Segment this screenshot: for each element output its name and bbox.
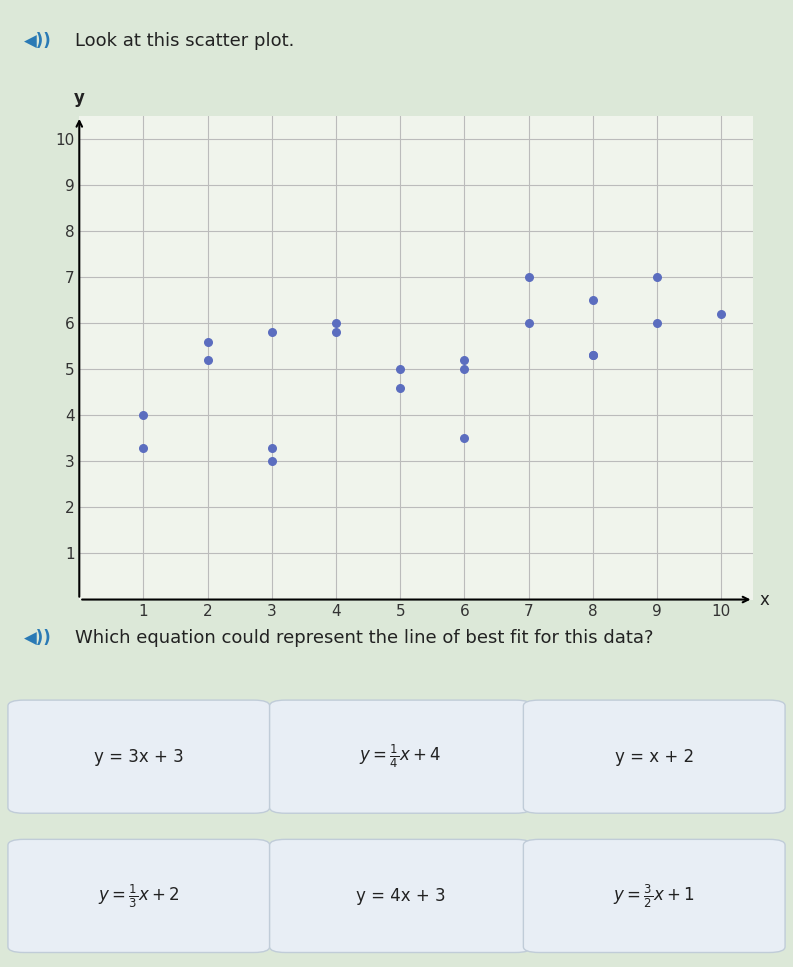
FancyBboxPatch shape xyxy=(523,700,785,813)
Point xyxy=(266,454,278,469)
Point xyxy=(587,348,600,364)
Text: y = 3x + 3: y = 3x + 3 xyxy=(94,747,184,766)
Text: $y = \frac{1}{3}x + 2$: $y = \frac{1}{3}x + 2$ xyxy=(98,882,179,910)
Point xyxy=(587,292,600,308)
Point xyxy=(394,380,407,396)
Text: ◀)): ◀)) xyxy=(24,32,52,49)
Point xyxy=(201,352,214,367)
Point xyxy=(201,334,214,349)
Text: y = 4x + 3: y = 4x + 3 xyxy=(355,887,446,905)
Point xyxy=(523,270,535,285)
Point xyxy=(330,315,343,331)
Point xyxy=(458,352,471,367)
Text: $y = \frac{1}{4}x + 4$: $y = \frac{1}{4}x + 4$ xyxy=(359,743,442,771)
Point xyxy=(715,307,728,322)
Point xyxy=(330,325,343,340)
Text: y = x + 2: y = x + 2 xyxy=(615,747,694,766)
FancyBboxPatch shape xyxy=(523,839,785,952)
FancyBboxPatch shape xyxy=(270,839,531,952)
Point xyxy=(137,440,150,455)
Point xyxy=(266,440,278,455)
Point xyxy=(458,362,471,377)
Text: x: x xyxy=(760,591,770,608)
Point xyxy=(651,270,664,285)
Point xyxy=(266,325,278,340)
Text: Which equation could represent the line of best fit for this data?: Which equation could represent the line … xyxy=(75,630,654,647)
Text: ◀)): ◀)) xyxy=(24,630,52,647)
Point xyxy=(587,348,600,364)
FancyBboxPatch shape xyxy=(270,700,531,813)
Point xyxy=(137,408,150,424)
Text: y: y xyxy=(74,89,85,106)
FancyBboxPatch shape xyxy=(8,700,270,813)
Point xyxy=(458,430,471,446)
Point xyxy=(523,315,535,331)
Point xyxy=(394,362,407,377)
Point xyxy=(651,315,664,331)
Text: Look at this scatter plot.: Look at this scatter plot. xyxy=(75,32,295,49)
FancyBboxPatch shape xyxy=(8,839,270,952)
Text: $y = \frac{3}{2}x + 1$: $y = \frac{3}{2}x + 1$ xyxy=(614,882,695,910)
